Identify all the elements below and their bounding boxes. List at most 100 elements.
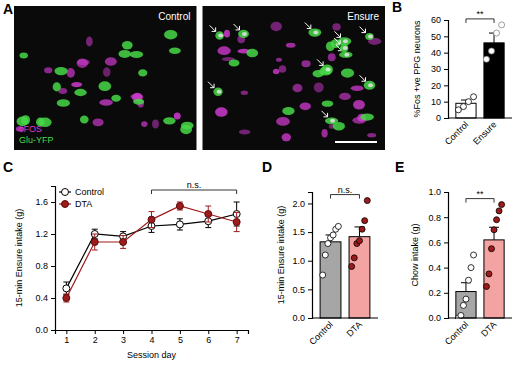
tick-label: 1.2: [35, 229, 48, 239]
error-bar: [120, 236, 126, 249]
data-point: [460, 302, 466, 308]
panel-letter: E: [395, 159, 404, 175]
tick-mark: [51, 330, 55, 331]
tick: 2.0: [292, 199, 312, 209]
cell: [351, 85, 364, 91]
axis-line: [312, 317, 378, 318]
data-point: [499, 22, 505, 28]
tick-mark: [95, 330, 96, 334]
cell: [99, 99, 113, 105]
tick-mark: [152, 330, 153, 334]
data-point: [364, 198, 370, 204]
cell: [341, 68, 354, 77]
tick-label: 1.0: [292, 256, 305, 266]
legend-marker: [62, 201, 69, 208]
axis-line: [56, 331, 249, 335]
panel-letter: D: [262, 159, 272, 175]
x-axis: 1234567: [56, 330, 249, 345]
tick: 7: [235, 330, 240, 345]
tick-label: 0.4: [428, 263, 441, 273]
cell: [217, 46, 230, 55]
cell: [67, 68, 75, 78]
significance-bracket: [466, 199, 494, 203]
cell: [20, 53, 28, 59]
y-axis-title: Chow intake (g): [410, 223, 420, 286]
arrow: [334, 38, 340, 44]
tick: 60: [431, 15, 448, 25]
arrow: [305, 23, 311, 29]
error-bar: [149, 212, 155, 228]
arrow: [210, 25, 216, 31]
tick-mark: [308, 232, 312, 233]
channel-label: cFOS: [19, 124, 42, 134]
cell: [279, 65, 287, 73]
category-label: Control: [443, 319, 471, 347]
cell: [330, 119, 335, 123]
annotation: **: [476, 9, 484, 19]
image-label: Ensure: [347, 11, 379, 22]
tick: 5: [178, 330, 183, 345]
arrow: [322, 111, 328, 117]
tick-mark: [208, 330, 209, 334]
y-axis: 0102030405060: [431, 15, 449, 123]
tick: 10: [431, 97, 448, 107]
tick-mark: [51, 266, 55, 267]
tick-label: 3: [121, 335, 126, 345]
data-point: [91, 239, 98, 246]
plot-area: [455, 22, 504, 118]
bar: [484, 43, 504, 118]
tick-mark: [444, 242, 448, 243]
plot-area: [455, 202, 504, 319]
tick-label: 2.0: [292, 199, 305, 209]
tick-mark: [444, 118, 448, 119]
axis-line: [444, 21, 449, 119]
cell: [286, 43, 296, 48]
tick: 4: [149, 330, 154, 345]
tick-label: 4: [149, 335, 154, 345]
category-label: Control: [307, 319, 335, 347]
cell: [130, 51, 143, 58]
y-axis: 0.00.51.01.52.0: [292, 193, 312, 324]
cell: [80, 116, 89, 124]
cell: [360, 114, 374, 121]
bar: [456, 292, 476, 318]
figure: AControlcFOSGlu-YFPEnsureB0102030405060C…: [0, 0, 520, 373]
tick: 0.2: [428, 288, 448, 298]
axis-line: [448, 117, 512, 118]
cell: [86, 37, 93, 47]
tick: 1.5: [292, 227, 312, 237]
tick-mark: [308, 203, 312, 204]
cell: [276, 58, 282, 62]
tick-label: 0.8: [35, 261, 48, 271]
panel-letter: B: [392, 0, 402, 15]
data-point: [489, 48, 495, 54]
y-axis: 0.00.40.81.21.6: [35, 187, 55, 336]
tick-label: 0.8: [428, 213, 441, 223]
data-point: [471, 252, 477, 258]
y-axis-title: 15-min Ensure intake (g): [276, 206, 286, 305]
data-point: [491, 227, 497, 233]
tick-mark: [444, 36, 448, 37]
cell: [229, 60, 240, 67]
tick-label: 50: [431, 32, 441, 42]
arrow: [234, 24, 240, 30]
tick-label: 0.0: [292, 313, 305, 323]
bar: [484, 240, 504, 318]
axis-line: [308, 193, 313, 319]
data-point: [205, 211, 212, 218]
significance-bracket: [152, 190, 237, 194]
cell: [340, 43, 348, 52]
cell: [242, 32, 247, 36]
cell: [368, 83, 373, 87]
tick-label: 0.0: [35, 325, 48, 335]
cell: [301, 60, 310, 67]
tick: 0: [436, 113, 448, 123]
error-bar: [234, 212, 240, 231]
cell: [239, 129, 251, 134]
tick-label: 1.0: [428, 187, 441, 197]
annotation: n.s.: [338, 185, 353, 195]
plot-area: [320, 198, 371, 318]
cell: [103, 67, 111, 76]
tick-mark: [180, 330, 181, 334]
image-background: [14, 6, 197, 150]
